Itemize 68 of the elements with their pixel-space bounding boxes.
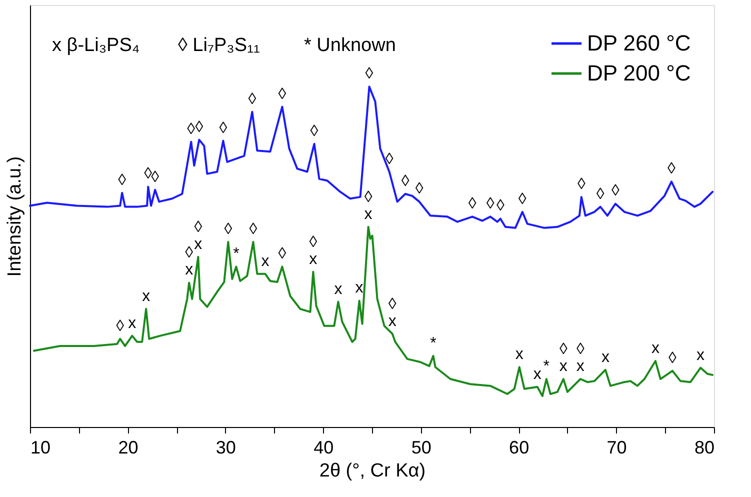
annotation: x bbox=[128, 314, 136, 332]
annotation: ◊ bbox=[577, 176, 586, 193]
x-tick-label: 70 bbox=[606, 438, 627, 458]
text: x β-Li₃PS₄ bbox=[52, 35, 140, 56]
annotation: ◊ bbox=[144, 166, 152, 183]
annotation: ◊ bbox=[559, 341, 568, 358]
annotation: ◊ bbox=[151, 168, 160, 186]
x-tick-label: 80 bbox=[694, 438, 714, 458]
annotation: ◊ bbox=[224, 220, 232, 238]
annotation: x bbox=[364, 206, 372, 223]
annotation: * bbox=[543, 358, 550, 376]
annotation: ◊ bbox=[118, 172, 126, 189]
annotation: ◊ bbox=[310, 122, 318, 140]
annotation: ◊ bbox=[364, 188, 372, 206]
annotation: x bbox=[355, 280, 364, 297]
text: ◊ Li₇P₃S₁₁ bbox=[178, 35, 260, 56]
annotation: x bbox=[142, 288, 150, 305]
annotation: ◊ bbox=[486, 196, 494, 213]
annotation: * bbox=[233, 246, 240, 263]
annotation: x bbox=[185, 262, 194, 279]
x-tick-label: 40 bbox=[314, 438, 334, 458]
annotation: ◊ bbox=[249, 220, 258, 238]
annotation: x bbox=[334, 280, 342, 298]
annotation: x bbox=[576, 358, 584, 376]
annotation: x bbox=[388, 312, 396, 330]
legend-label: DP 200 °C bbox=[587, 60, 691, 86]
x-tick-label: 30 bbox=[216, 438, 236, 458]
annotation: ◊ bbox=[576, 341, 584, 358]
x-tick-label: 60 bbox=[509, 438, 530, 458]
annotation: x bbox=[651, 340, 660, 357]
annotation: * bbox=[430, 334, 436, 352]
x-tick-label: 10 bbox=[30, 438, 51, 458]
annotation: ◊ bbox=[278, 86, 286, 103]
x-axis-title: 2θ (°, Cr Kα) bbox=[319, 460, 426, 482]
annotation: ◊ bbox=[194, 218, 202, 236]
annotation: ◊ bbox=[116, 318, 124, 335]
text: * Unknown bbox=[304, 35, 396, 56]
annotation: x bbox=[194, 236, 202, 253]
annotation: ◊ bbox=[496, 198, 504, 215]
annotation: ◊ bbox=[278, 246, 286, 263]
annotation: ◊ bbox=[401, 172, 410, 190]
annotation: x bbox=[515, 346, 524, 364]
annotation: ◊ bbox=[415, 180, 424, 198]
annotation: ◊ bbox=[596, 186, 604, 203]
annotation: ◊ bbox=[248, 90, 256, 108]
annotation: ◊ bbox=[668, 160, 676, 178]
annotation: x bbox=[559, 358, 568, 376]
annotation: ◊ bbox=[187, 120, 196, 138]
annotation: x bbox=[261, 252, 270, 270]
annotation: ◊ bbox=[185, 244, 194, 262]
annotation: ◊ bbox=[611, 182, 620, 200]
x-tick-label: 50 bbox=[411, 438, 432, 458]
annotation: x bbox=[533, 366, 542, 383]
legend-label: DP 260 °C bbox=[587, 30, 691, 56]
annotation: x bbox=[696, 346, 705, 364]
annotation: ◊ bbox=[195, 118, 204, 136]
annotation: ◊ bbox=[468, 196, 476, 213]
annotation: x bbox=[601, 348, 610, 366]
y-axis-title: Intensity (a.u.) bbox=[4, 156, 26, 277]
annotation: ◊ bbox=[309, 234, 318, 251]
annotation: ◊ bbox=[388, 296, 396, 313]
annotation: ◊ bbox=[668, 350, 677, 367]
x-tick-label: 20 bbox=[118, 438, 138, 458]
annotation: ◊ bbox=[385, 150, 394, 168]
annotation: ◊ bbox=[365, 66, 374, 83]
annotation: ◊ bbox=[518, 190, 526, 208]
annotation: x bbox=[309, 250, 318, 268]
annotation: ◊ bbox=[219, 120, 228, 137]
